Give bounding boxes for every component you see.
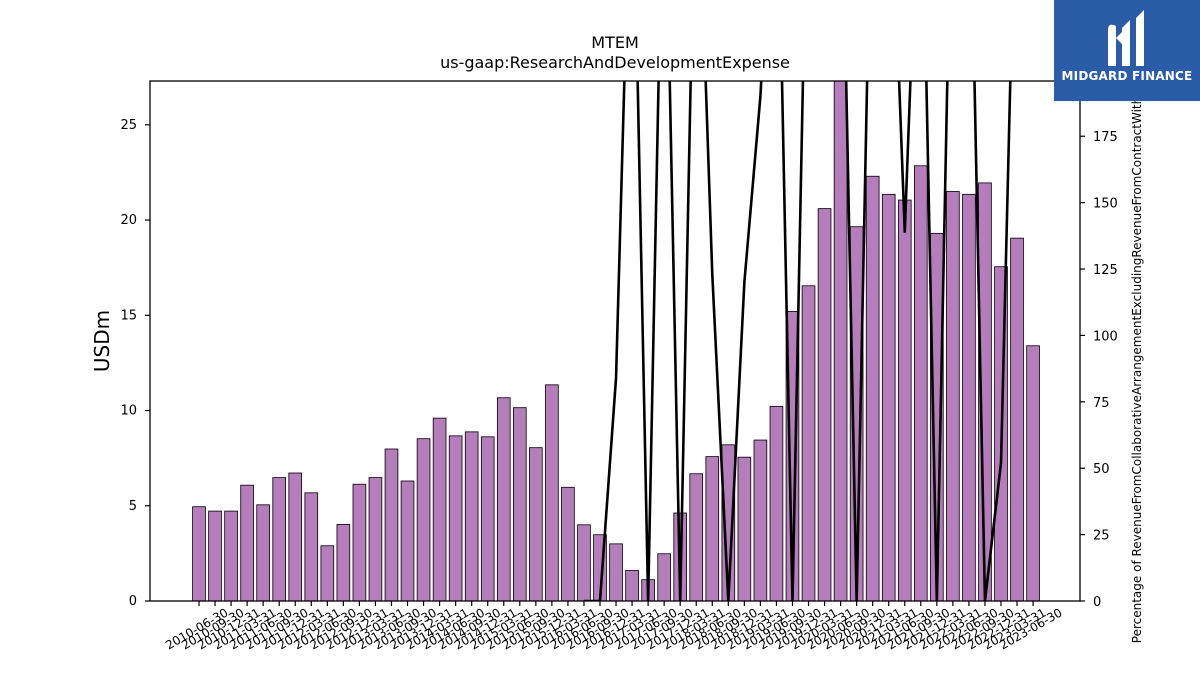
bar-2010-09-30	[208, 510, 222, 602]
bar-2012-06-30	[320, 545, 335, 602]
bar-2015-06-30	[513, 407, 527, 602]
bar-2016-12-31	[609, 543, 623, 602]
bar-2020-12-31	[865, 175, 880, 602]
y-axis-right: 0 25 50 75 100 125 150 175	[1080, 130, 1118, 610]
bar-2018-03-31	[689, 473, 704, 602]
bar-2014-09-30	[464, 431, 479, 602]
plot-frame	[149, 80, 1081, 602]
bar-2019-03-31	[753, 439, 768, 602]
bar-2018-12-31	[737, 456, 752, 602]
y2-tick-label: 50	[1093, 462, 1110, 477]
bar-2021-03-31	[881, 193, 896, 602]
chart-subtitle: us-gaap:ResearchAndDevelopmentExpense	[440, 53, 790, 72]
y2-axis-label: Percentage of RevenueFromCollaborativeAr…	[1130, 97, 1144, 643]
y-tick-label: 10	[120, 404, 137, 419]
bar-2023-03-31	[1010, 237, 1024, 602]
bar-2012-03-31	[304, 492, 319, 602]
bar-2015-12-31	[545, 384, 559, 602]
bar-2010-12-31	[224, 510, 238, 602]
y2-tick-label: 0	[1093, 595, 1101, 610]
y2-tick-label: 100	[1093, 329, 1118, 344]
y-tick-label: 0	[129, 594, 137, 609]
midgard-logo-icon	[1108, 10, 1144, 67]
y2-tick-label: 150	[1093, 197, 1118, 212]
y2-tick-label: 175	[1093, 130, 1118, 145]
bar-2011-03-31	[240, 484, 254, 602]
y2-tick-label: 75	[1093, 396, 1110, 411]
y-tick-label: 15	[120, 308, 137, 323]
bar-2019-06-30	[769, 405, 784, 602]
midgard-finance-logo: MIDGARD FINANCE	[1054, 0, 1200, 101]
bar-2015-03-31	[496, 397, 511, 602]
bar-2017-09-30	[657, 553, 671, 602]
bar-2013-09-30	[400, 480, 415, 602]
bar-2014-06-30	[448, 435, 463, 602]
bar-2021-09-30	[914, 165, 928, 602]
x-axis: 2010-06-302010-09-302010-12-312011-03-31…	[163, 601, 1065, 652]
bar-2013-12-31	[416, 438, 431, 602]
bar-2011-09-30	[272, 477, 286, 602]
logo-text: MIDGARD FINANCE	[1061, 69, 1193, 83]
chart-title: MTEM	[591, 33, 639, 52]
y-tick-label: 25	[120, 118, 137, 133]
bar-2011-06-30	[256, 504, 270, 602]
line-series	[583, 81, 1012, 601]
y-axis-label: USDm	[90, 310, 114, 372]
bar-2014-12-31	[480, 436, 495, 602]
y-tick-label: 20	[120, 213, 137, 228]
bar-2020-03-31	[817, 208, 832, 602]
bar-2022-06-30	[962, 193, 976, 602]
bar-2021-06-30	[897, 199, 912, 602]
bar-2010-06-30	[192, 506, 206, 602]
bar-2013-06-30	[384, 448, 399, 602]
bar-2015-09-30	[529, 447, 543, 602]
bar-2022-03-31	[946, 191, 960, 602]
bar-2012-09-30	[336, 524, 351, 602]
bar-2012-12-31	[352, 483, 367, 602]
plot-border	[149, 80, 1081, 602]
bar-2016-03-31	[561, 486, 575, 602]
bar-2017-03-31	[625, 570, 639, 602]
bar-2011-12-31	[288, 472, 303, 602]
bar-2014-03-31	[432, 417, 447, 602]
y-axis-left: 0 5 10 15 20 25	[120, 118, 150, 609]
y2-tick-label: 25	[1093, 529, 1110, 544]
bar-2018-06-30	[705, 456, 720, 602]
y2-tick-label: 125	[1093, 263, 1118, 278]
y-tick-label: 5	[129, 499, 137, 514]
bar-2020-06-30	[833, 80, 848, 602]
bar-2023-06-30	[1026, 345, 1040, 602]
bar-2016-06-30	[577, 524, 591, 602]
line-group	[583, 81, 1012, 601]
bar-2019-12-31	[801, 285, 816, 602]
bar-2013-03-31	[368, 477, 383, 602]
